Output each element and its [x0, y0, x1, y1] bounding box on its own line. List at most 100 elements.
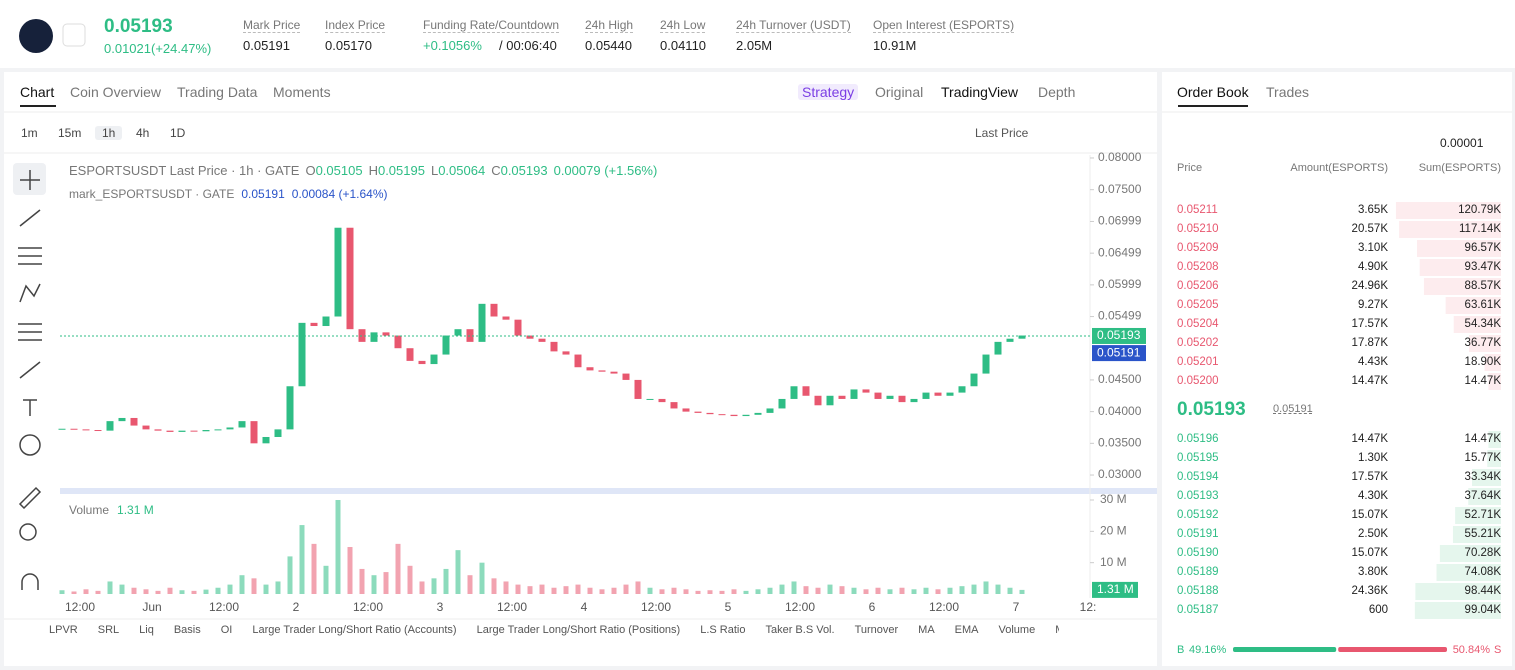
candle	[238, 421, 246, 428]
indicator[interactable]: Turnover	[854, 624, 899, 636]
price-source[interactable]: Last Price	[975, 126, 1029, 140]
drawing-tools	[18, 170, 42, 590]
volume-bar	[455, 550, 461, 594]
book-tab[interactable]: Trades	[1266, 84, 1310, 100]
candle	[370, 332, 378, 342]
book-price: 0.05192	[1177, 509, 1219, 521]
volume-bar	[671, 587, 677, 594]
book-price: 0.05191	[1177, 528, 1219, 540]
candle	[214, 429, 222, 431]
volume-bar	[623, 584, 629, 594]
candle	[106, 421, 114, 431]
legend-title: ESPORTSUSDT Last Price · 1h · GATE	[69, 163, 300, 178]
stat-value: 10.91M	[873, 38, 917, 53]
stat-label: 24h High	[585, 18, 634, 33]
volume-bar	[563, 586, 569, 594]
depth-bar	[1439, 545, 1501, 562]
candle	[826, 395, 834, 406]
volume-bar	[107, 581, 113, 594]
indicator[interactable]: SRL	[97, 624, 120, 636]
view-tab[interactable]: TradingView	[941, 84, 1019, 100]
favorite-button[interactable]	[62, 23, 86, 47]
volume-bar	[467, 575, 473, 594]
buy-letter: B	[1177, 644, 1184, 656]
chart-tab[interactable]: Coin Overview	[70, 84, 162, 100]
book-amount: 2.50K	[1358, 528, 1388, 540]
stat-value: +0.1056%	[423, 38, 482, 53]
book-amount: 3.10K	[1358, 242, 1388, 254]
x-tick-label: 12:00	[785, 600, 815, 614]
volume-tick-label: 10 M	[1100, 555, 1127, 569]
volume-bar	[419, 581, 425, 594]
volume-bar	[971, 584, 977, 594]
view-tab[interactable]: Strategy	[798, 84, 859, 100]
volume-bar	[527, 586, 533, 594]
volume-legend: Volume 1.31 M	[69, 503, 154, 517]
indicator[interactable]: Basis	[173, 624, 201, 636]
book-amount: 4.43K	[1358, 356, 1388, 368]
depth-bar	[1415, 583, 1501, 600]
volume-bar	[95, 590, 101, 594]
mark-title: mark_ESPORTSUSDT · GATE	[69, 187, 235, 201]
ohlc: C0.05193	[491, 163, 547, 178]
book-sum: 120.79K	[1458, 204, 1501, 216]
candle	[610, 371, 618, 374]
candle	[910, 398, 918, 403]
indicator[interactable]: Taker B.S Vol.	[765, 624, 835, 636]
interval[interactable]: 1h	[95, 126, 123, 140]
candle	[442, 335, 450, 355]
volume-bar	[911, 589, 917, 594]
view-tab[interactable]: Depth	[1038, 84, 1076, 100]
interval[interactable]: 4h	[136, 126, 150, 140]
interval[interactable]: 15m	[58, 126, 82, 140]
volume-bar	[635, 581, 641, 594]
price-change: 0.01021(+24.47%)	[104, 41, 212, 56]
volume-badge	[1092, 581, 1138, 598]
indicator[interactable]: MA	[918, 624, 935, 636]
book-price: 0.05206	[1177, 280, 1219, 292]
book-price: 0.05208	[1177, 261, 1219, 273]
ohlc-key: L	[430, 163, 439, 178]
candle	[250, 421, 258, 444]
candle	[598, 370, 606, 372]
interval[interactable]: 1m	[21, 126, 38, 140]
indicator[interactable]: OI	[220, 624, 233, 636]
indicator[interactable]: Large Trader Long/Short Ratio (Positions…	[476, 624, 681, 636]
book-sum: 74.08K	[1465, 566, 1502, 578]
volume-bar	[935, 589, 941, 594]
chart-tab[interactable]: Moments	[273, 84, 331, 100]
volume-bar	[203, 589, 209, 594]
indicator[interactable]: EMA	[954, 624, 979, 636]
depth-bar	[1469, 335, 1501, 352]
chart-tab[interactable]: Trading Data	[177, 84, 258, 100]
last-price: 0.05193	[104, 16, 173, 37]
book-price: 0.05210	[1177, 223, 1219, 235]
book-sum: 33.34K	[1465, 471, 1502, 483]
indicator[interactable]: Large Trader Long/Short Ratio (Accounts)	[252, 624, 457, 636]
y-tick-label: 0.05499	[1098, 309, 1142, 323]
indicator[interactable]: Volume	[998, 624, 1036, 636]
precision[interactable]: 0.00001	[1440, 136, 1484, 150]
volume-bar	[503, 581, 509, 594]
view-tab[interactable]: Original	[875, 84, 924, 100]
candle	[514, 319, 522, 336]
volume-bar	[143, 589, 149, 594]
candle	[934, 392, 942, 396]
volume-bar	[371, 575, 377, 594]
ohlc-value: 0.05195	[377, 163, 425, 178]
depth-bar	[1416, 240, 1501, 257]
volume-bar	[659, 589, 665, 594]
interval[interactable]: 1D	[170, 126, 186, 140]
book-sum: 88.57K	[1465, 280, 1502, 292]
indicator[interactable]: L.S Ratio	[700, 624, 746, 636]
volume-bar	[791, 581, 797, 594]
y-tick-label: 0.03000	[1098, 467, 1142, 481]
candle	[754, 412, 762, 415]
stat-label: Mark Price	[243, 18, 301, 33]
chart-tab[interactable]: Chart	[20, 84, 55, 100]
indicator[interactable]: MACD	[1055, 624, 1059, 636]
book-tab[interactable]: Order Book	[1177, 84, 1249, 100]
indicator[interactable]: LPVR	[49, 624, 78, 636]
indicator[interactable]: Liq	[139, 624, 154, 636]
